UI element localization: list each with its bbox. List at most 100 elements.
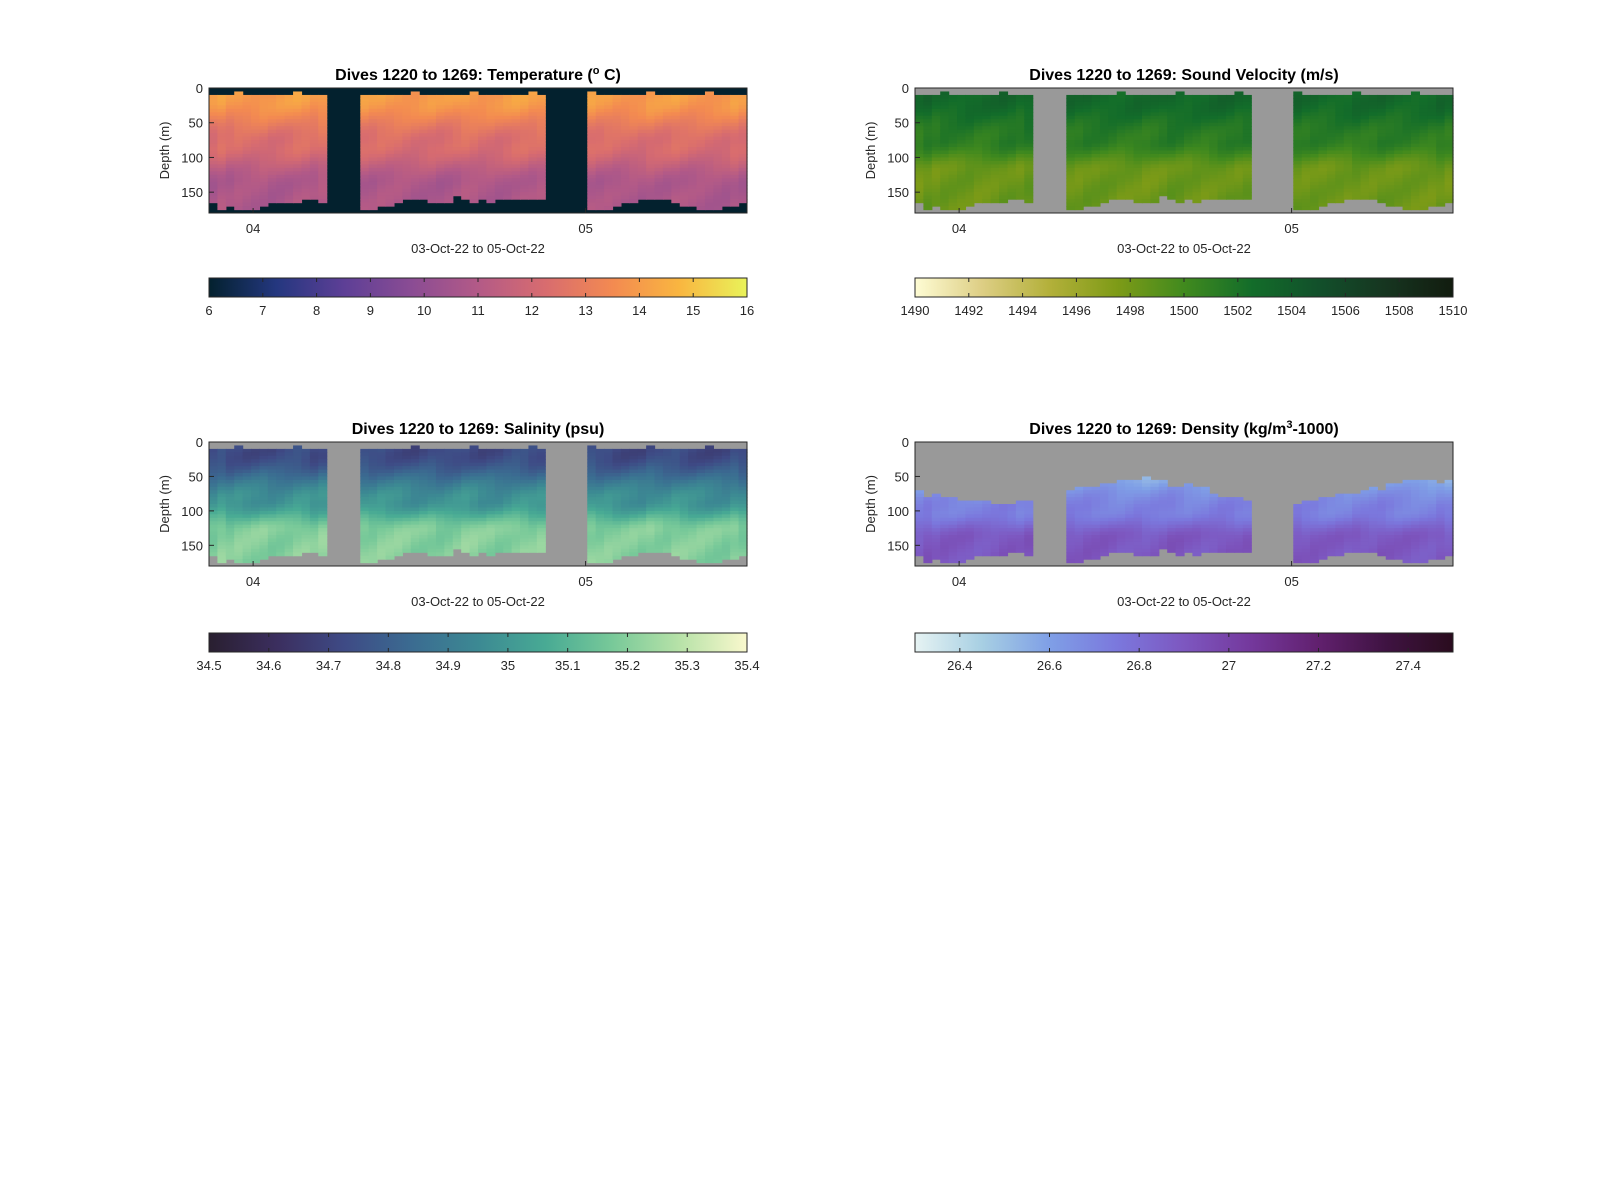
heatmap-cell <box>704 119 714 124</box>
heatmap-cell <box>242 493 252 498</box>
heatmap-cell <box>1192 150 1202 155</box>
heatmap-cell <box>1326 174 1336 179</box>
heatmap-cell <box>293 497 303 502</box>
heatmap-cell <box>444 181 454 186</box>
heatmap-cell <box>511 476 521 481</box>
heatmap-cell <box>671 119 681 124</box>
heatmap-cell <box>730 119 740 124</box>
heatmap-cell <box>419 504 429 509</box>
heatmap-cell <box>637 497 647 502</box>
heatmap-cell <box>368 115 378 120</box>
heatmap-cell <box>536 167 546 172</box>
heatmap-cell <box>1402 98 1412 103</box>
heatmap-cell <box>536 178 546 183</box>
heatmap-cell <box>301 504 311 509</box>
heatmap-cell <box>318 510 328 515</box>
heatmap-cell <box>637 188 647 193</box>
heatmap-cell <box>1099 192 1109 197</box>
heatmap-cell <box>301 164 311 169</box>
heatmap-cell <box>1293 101 1303 106</box>
heatmap-cell <box>284 112 294 117</box>
heatmap-cell <box>377 164 387 169</box>
heatmap-cell <box>419 469 429 474</box>
heatmap-cell <box>452 528 462 533</box>
heatmap-cell <box>478 469 488 474</box>
heatmap-cell <box>704 136 714 141</box>
heatmap-cell <box>604 500 614 505</box>
heatmap-cell <box>419 473 429 478</box>
heatmap-cell <box>1091 112 1101 117</box>
heatmap-cell <box>301 105 311 110</box>
heatmap-cell <box>511 486 521 491</box>
heatmap-cell <box>494 160 504 165</box>
heatmap-cell <box>209 535 219 540</box>
heatmap-cell <box>435 140 445 145</box>
heatmap-cell <box>259 98 269 103</box>
heatmap-cell <box>1024 122 1034 127</box>
heatmap-cell <box>1410 119 1420 124</box>
heatmap-cell <box>452 483 462 488</box>
heatmap-cell <box>259 94 269 100</box>
heatmap-cell <box>444 140 454 145</box>
heatmap-cell <box>368 157 378 162</box>
heatmap-cell <box>1368 129 1378 134</box>
heatmap-cell <box>486 115 496 120</box>
heatmap-cell <box>217 136 227 141</box>
heatmap-cell <box>1108 153 1118 159</box>
heatmap-cell <box>259 479 269 484</box>
heatmap-cell <box>410 514 420 519</box>
heatmap-cell <box>536 538 546 543</box>
heatmap-cell <box>1217 112 1227 117</box>
temp-y-tick-label: 50 <box>189 116 203 131</box>
heatmap-cell <box>1116 91 1126 96</box>
heatmap-cell <box>587 167 597 172</box>
heatmap-cell <box>1133 122 1143 127</box>
heatmap-cell <box>209 126 219 131</box>
heatmap-cell <box>1419 122 1429 127</box>
heatmap-cell <box>234 115 244 120</box>
heatmap-cell <box>368 202 378 207</box>
heatmap-cell <box>1402 136 1412 141</box>
heatmap-cell <box>595 486 605 491</box>
heatmap-cell <box>267 140 277 145</box>
heatmap-cell <box>990 174 1000 179</box>
heatmap-cell <box>940 199 950 204</box>
heatmap-cell <box>1335 185 1345 190</box>
heatmap-cell <box>671 185 681 190</box>
heatmap-cell <box>595 552 605 557</box>
heatmap-cell <box>1116 174 1126 179</box>
heatmap-cell <box>461 524 471 529</box>
heatmap-cell <box>478 455 488 460</box>
heatmap-cell <box>999 195 1009 200</box>
heatmap-cell <box>1091 143 1101 148</box>
heatmap-cell <box>1436 164 1446 169</box>
heatmap-cell <box>1410 122 1420 127</box>
heatmap-cell <box>662 452 672 457</box>
heatmap-cell <box>612 150 622 155</box>
heatmap-cell <box>1066 119 1076 124</box>
heatmap-cell <box>1133 199 1143 204</box>
heatmap-cell <box>360 115 370 120</box>
heatmap-cell <box>1360 140 1370 145</box>
heatmap-cell <box>225 98 235 103</box>
heatmap-cell <box>595 517 605 522</box>
heatmap-cell <box>1150 164 1160 169</box>
heatmap-cell <box>1141 192 1151 197</box>
heatmap-cell <box>494 455 504 460</box>
heatmap-cell <box>209 497 219 502</box>
heatmap-cell <box>1083 101 1093 106</box>
heatmap-cell <box>1318 101 1328 106</box>
temp-x-tick-label: 05 <box>578 221 592 236</box>
heatmap-cell <box>209 185 219 190</box>
heatmap-cell <box>469 133 479 138</box>
heatmap-cell <box>251 469 261 474</box>
heatmap-cell <box>494 514 504 519</box>
heatmap-cell <box>704 150 714 155</box>
heatmap-cell <box>1091 185 1101 190</box>
heatmap-cell <box>360 119 370 124</box>
heatmap-cell <box>427 129 437 134</box>
heatmap-cell <box>293 178 303 183</box>
heatmap-cell <box>713 133 723 138</box>
heatmap-cell <box>1377 157 1387 162</box>
heatmap-cell <box>1209 140 1219 145</box>
